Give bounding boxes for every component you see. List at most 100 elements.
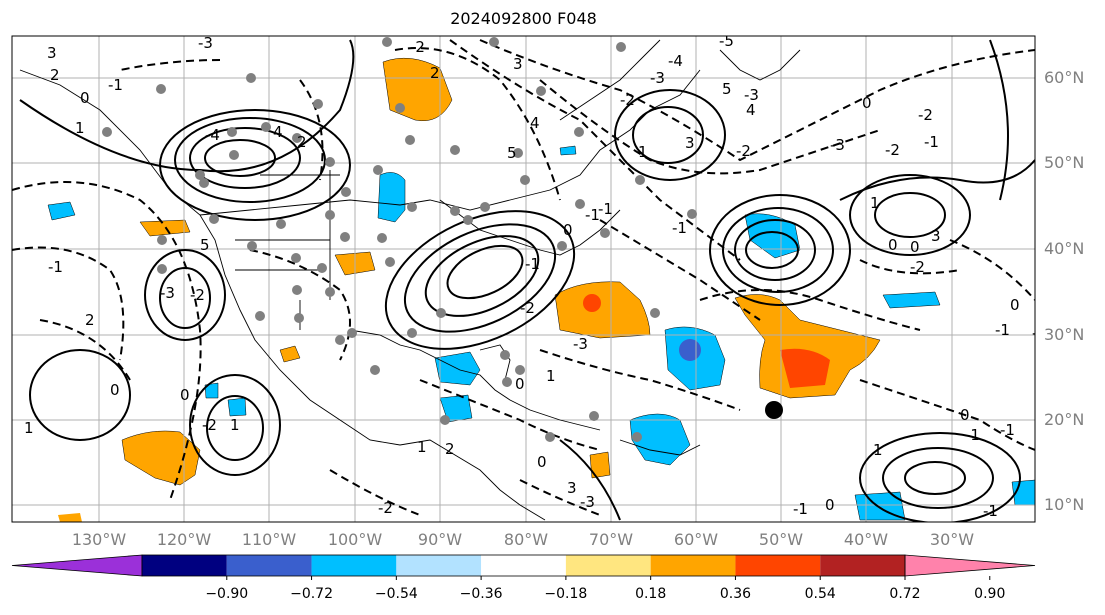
contour-label: -1	[672, 219, 687, 237]
contour-label: 3	[931, 227, 941, 245]
colorbar-segment	[820, 555, 905, 576]
longitude-label: 90°W	[417, 530, 463, 549]
contour-label: 3	[513, 55, 523, 73]
solid-contours	[19, 39, 1035, 522]
colorbar-segment	[565, 555, 651, 576]
longitude-label: 40°W	[843, 530, 889, 549]
colorbar-segment	[142, 555, 227, 576]
longitude-label: 50°W	[758, 530, 804, 549]
contour-label: -1	[108, 76, 123, 94]
contour-label: -2	[910, 258, 925, 276]
contour-label: 1	[24, 419, 34, 437]
contour-label: 1	[417, 438, 427, 456]
colorbar-tick-label: −0.36	[459, 586, 503, 602]
contour-label: -2	[202, 416, 217, 434]
contour-label: 4	[273, 123, 283, 141]
longitude-label: 80°W	[503, 530, 549, 549]
longitude-label: 110°W	[241, 530, 297, 549]
colorbar-frame	[141, 554, 906, 577]
colorbar-segment	[311, 555, 397, 576]
longitude-label: 100°W	[327, 530, 383, 549]
latitude-label: 50°N	[1044, 153, 1085, 172]
contour-label: 5	[507, 144, 517, 162]
contour-label: 4	[746, 101, 756, 119]
colorbar-tick-label: 0.18	[635, 586, 667, 602]
longitude-label: 120°W	[156, 530, 212, 549]
contour-label: 3	[47, 44, 57, 62]
contour-label: -2	[620, 91, 635, 109]
contour-label: 0	[180, 386, 190, 404]
contour-label: -5	[719, 32, 734, 50]
contour-label: -3	[744, 86, 759, 104]
contour-label: 3	[685, 134, 695, 152]
contour-label: -1	[1000, 421, 1015, 439]
latitude-label: 60°N	[1044, 68, 1085, 87]
contour-label: 0	[563, 221, 573, 239]
colorbar-tick-label: 0.72	[889, 586, 921, 602]
contour-label: 1	[546, 367, 556, 385]
contour-label: -4	[205, 126, 220, 144]
contour-label: 2	[430, 64, 440, 82]
contour-label: 0	[1010, 296, 1020, 314]
colorbar-tick-label: −0.72	[290, 586, 333, 602]
contour-label: 1	[638, 143, 648, 161]
contour-label: -1	[924, 133, 939, 151]
storm-center-marker	[765, 401, 783, 419]
contour-label: -3	[198, 34, 213, 52]
contour-label: 0	[910, 238, 920, 256]
contour-label: -3	[650, 69, 665, 87]
contour-label: -1	[965, 426, 980, 444]
longitude-label: 70°W	[588, 530, 634, 549]
contour-label: 5	[200, 236, 210, 254]
contour-label: 0	[960, 406, 970, 424]
contour-label: -2	[410, 38, 425, 56]
contour-label: -2	[190, 286, 205, 304]
colorbar-extend-high	[904, 554, 1036, 577]
contour-label: -1	[525, 255, 540, 273]
contour-label: 0	[825, 496, 835, 514]
colorbar-segment	[735, 555, 821, 576]
contour-label: -3	[830, 136, 845, 154]
contour-label: 1	[873, 441, 883, 459]
contour-label: -1	[793, 500, 808, 518]
colorbar-tick-label: −0.54	[374, 586, 418, 602]
contour-label: 1	[870, 194, 880, 212]
contour-label: -2	[520, 299, 535, 317]
contour-label: -3	[573, 335, 588, 353]
colorbar-tick-label: −0.18	[544, 586, 588, 602]
colorbar-extend-low	[11, 554, 143, 577]
contour-label: 0	[862, 94, 872, 112]
contour-label: 5	[722, 80, 732, 98]
latitude-label: 20°N	[1044, 410, 1085, 429]
dashed-contours	[12, 39, 1035, 516]
map-frame	[11, 35, 1036, 523]
contour-label: 0	[888, 236, 898, 254]
contour-label: -1	[598, 200, 613, 218]
longitude-label: 60°W	[673, 530, 719, 549]
contour-label: -1	[983, 502, 998, 520]
colorbar-tick-label: 0.54	[804, 586, 836, 602]
contour-label: -2	[378, 499, 393, 517]
colorbar	[11, 554, 1036, 580]
contour-label: -3	[580, 493, 595, 511]
colorbar-segment	[396, 555, 482, 576]
map-title: 2024092800 F048	[450, 9, 597, 28]
latitude-label: 10°N	[1044, 495, 1085, 514]
colorbar-tick-label: 0.36	[719, 586, 752, 602]
contour-label: -3	[160, 284, 175, 302]
latitude-label: 40°N	[1044, 239, 1085, 258]
contour-label: -4	[668, 52, 683, 70]
colorbar-tick-label: −0.90	[205, 586, 249, 602]
contour-label: 0	[110, 381, 120, 399]
longitude-label: 30°W	[929, 530, 975, 549]
contour-label: 0	[515, 375, 525, 393]
contour-label: 2	[50, 66, 60, 84]
contour-label: 1	[75, 119, 85, 137]
contour-label: 2	[445, 440, 455, 458]
contour-label: 0	[537, 453, 547, 471]
contour-label: -2	[885, 141, 900, 159]
contour-label: -2	[918, 106, 933, 124]
contour-label: 4	[530, 114, 540, 132]
colorbar-tick-label: 0.90	[974, 586, 1006, 602]
